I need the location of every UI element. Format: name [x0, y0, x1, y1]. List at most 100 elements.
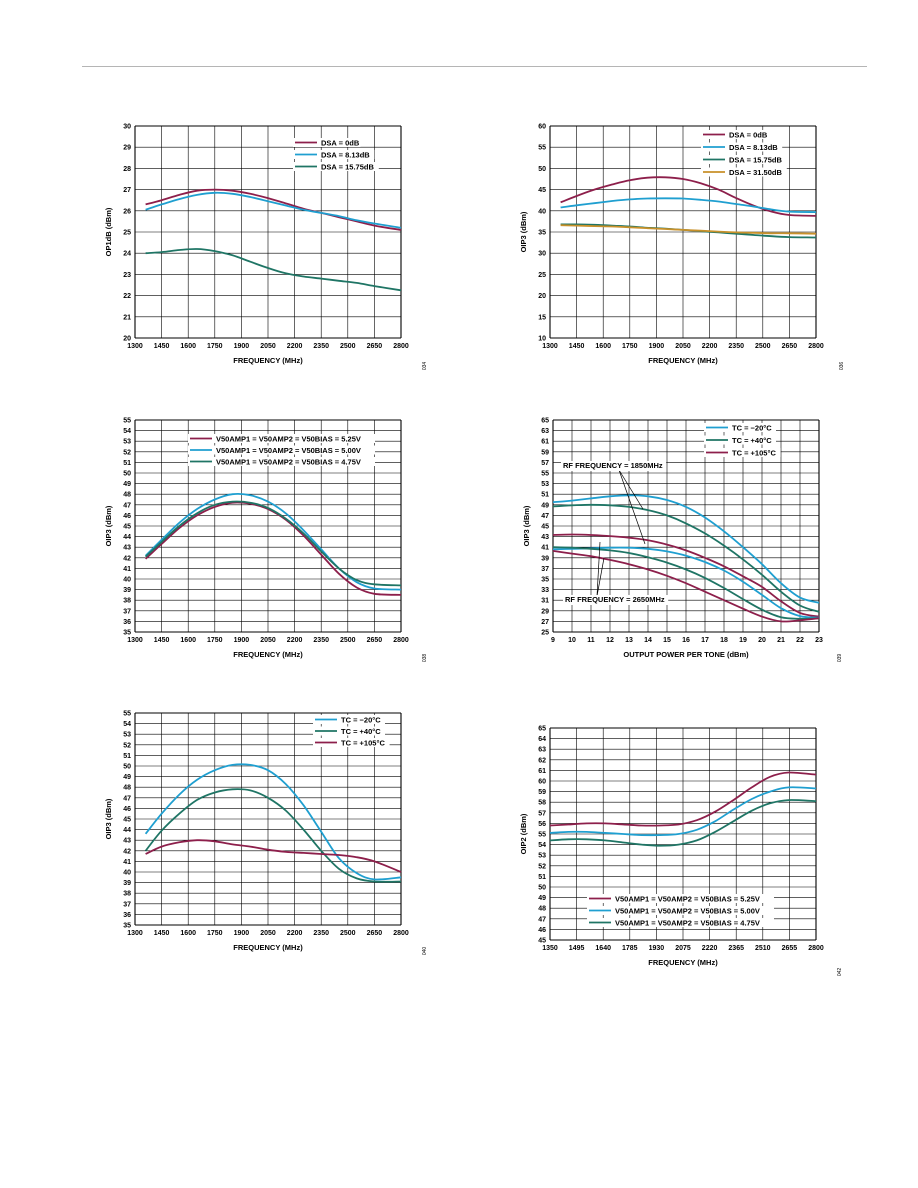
x-tick-label: 1450 — [154, 637, 170, 644]
y-tick-label: 28 — [123, 166, 131, 173]
x-tick-label: 17 — [701, 637, 709, 644]
y-tick-label: 27 — [541, 619, 549, 626]
y-tick-label: 40 — [123, 870, 131, 877]
legend-label: V50AMP1 = V50AMP2 = V50BIAS = 5.25V — [216, 435, 361, 444]
y-tick-label: 65 — [541, 418, 549, 425]
series-line — [145, 191, 402, 229]
y-tick-label: 46 — [123, 513, 131, 520]
annotation-leader — [618, 469, 646, 545]
x-tick-label: 1900 — [234, 343, 250, 350]
x-tick-label: 1750 — [622, 343, 638, 350]
oip3-vs-output-power-chart: 9 10 11 12 13 14 15 16 17 18 19 20 21 22 23 25 27 29 31 33 3… — [522, 418, 843, 663]
y-tick-label: 49 — [541, 502, 549, 509]
x-tick-label: 1600 — [180, 930, 196, 937]
y-tick-label: 25 — [538, 272, 546, 279]
y-tick-label: 60 — [538, 779, 546, 786]
series-line — [552, 533, 820, 618]
legend-label: DSA = 15.75dB — [321, 163, 374, 172]
x-tick-label: 1600 — [180, 637, 196, 644]
y-tick-label: 36 — [123, 619, 131, 626]
y-tick-label: 42 — [123, 848, 131, 855]
legend-label: TC = −20°C — [341, 716, 381, 725]
y-tick-label: 39 — [123, 880, 131, 887]
y-tick-label: 24 — [123, 251, 131, 258]
oip2-vs-frequency-supply-chart: 1350 1495 1640 1785 1930 2075 2220 2365 2510 2655… — [519, 726, 843, 977]
y-tick-label: 36 — [123, 912, 131, 919]
x-tick-label: 2800 — [393, 930, 409, 937]
series-line — [549, 786, 817, 837]
y-tick-label: 52 — [123, 742, 131, 749]
series-line — [560, 224, 817, 235]
annotation-leader — [596, 541, 601, 597]
y-tick-label: 26 — [123, 208, 131, 215]
series-line — [552, 503, 820, 613]
legend-label: TC = +105°C — [341, 739, 385, 748]
y-tick-label: 47 — [123, 795, 131, 802]
x-tick-label: 1300 — [127, 343, 143, 350]
y-tick-label: 45 — [123, 817, 131, 824]
x-tick-label: 2650 — [782, 343, 798, 350]
y-tick-label: 29 — [123, 145, 131, 152]
y-tick-label: 25 — [541, 630, 549, 637]
x-tick-label: 2220 — [702, 945, 718, 952]
y-tick-label: 37 — [123, 608, 131, 615]
figure-id: 039 — [837, 654, 843, 663]
annotation-leader — [596, 557, 605, 597]
y-tick-label: 37 — [541, 566, 549, 573]
y-tick-label: 53 — [123, 732, 131, 739]
x-tick-label: 2200 — [287, 637, 303, 644]
y-tick-label: 46 — [123, 806, 131, 813]
annotation-background — [563, 595, 669, 605]
y-tick-label: 23 — [123, 272, 131, 279]
y-tick-label: 20 — [538, 293, 546, 300]
x-tick-label: 1750 — [207, 637, 223, 644]
y-tick-label: 45 — [538, 938, 546, 945]
y-tick-label: 49 — [123, 774, 131, 781]
x-tick-label: 10 — [568, 637, 576, 644]
x-tick-label: 2510 — [755, 945, 771, 952]
y-tick-label: 53 — [538, 853, 546, 860]
y-tick-label: 47 — [538, 916, 546, 923]
figure-id: 034 — [422, 362, 428, 371]
x-tick-label: 2500 — [340, 637, 356, 644]
y-tick-label: 63 — [538, 747, 546, 754]
y-tick-label: 55 — [123, 711, 131, 718]
x-axis-title: FREQUENCY (MHz) — [233, 943, 303, 952]
y-tick-label: 39 — [541, 555, 549, 562]
y-tick-label: 15 — [538, 314, 546, 321]
y-tick-label: 54 — [123, 428, 131, 435]
y-tick-label: 50 — [123, 471, 131, 478]
series-line — [552, 550, 820, 623]
x-tick-label: 1900 — [234, 637, 250, 644]
legend-label: V50AMP1 = V50AMP2 = V50BIAS = 4.75V — [216, 458, 361, 467]
x-tick-label: 2650 — [367, 343, 383, 350]
legend-background — [188, 445, 375, 455]
y-tick-label: 64 — [538, 736, 546, 743]
y-tick-label: 63 — [541, 428, 549, 435]
legend-background — [704, 423, 776, 432]
y-tick-label: 55 — [123, 418, 131, 425]
page-header-rule — [82, 66, 867, 67]
x-tick-label: 1495 — [569, 945, 585, 952]
legend-label: DSA = 0dB — [729, 131, 768, 140]
y-tick-label: 40 — [538, 208, 546, 215]
legend-background — [587, 906, 774, 915]
y-tick-label: 35 — [541, 577, 549, 584]
annotation-label: RF FREQUENCY = 2650MHz — [565, 595, 665, 604]
x-tick-label: 19 — [739, 637, 747, 644]
y-tick-label: 55 — [538, 145, 546, 152]
y-tick-label: 57 — [538, 810, 546, 817]
y-tick-label: 50 — [538, 166, 546, 173]
annotation-label: RF FREQUENCY = 1850MHz — [563, 461, 663, 470]
y-tick-label: 47 — [541, 513, 549, 520]
x-tick-label: 2500 — [340, 930, 356, 937]
y-tick-label: 20 — [123, 336, 131, 343]
y-axis-title: OIP3 (dBm) — [522, 505, 531, 546]
x-axis-title: FREQUENCY (MHz) — [648, 958, 718, 967]
legend-background — [704, 448, 781, 457]
x-tick-label: 1750 — [207, 343, 223, 350]
y-tick-label: 57 — [541, 460, 549, 467]
x-axis-title: FREQUENCY (MHz) — [233, 650, 303, 659]
legend-label: V50AMP1 = V50AMP2 = V50BIAS = 5.25V — [615, 895, 760, 904]
legend-background — [313, 715, 385, 724]
